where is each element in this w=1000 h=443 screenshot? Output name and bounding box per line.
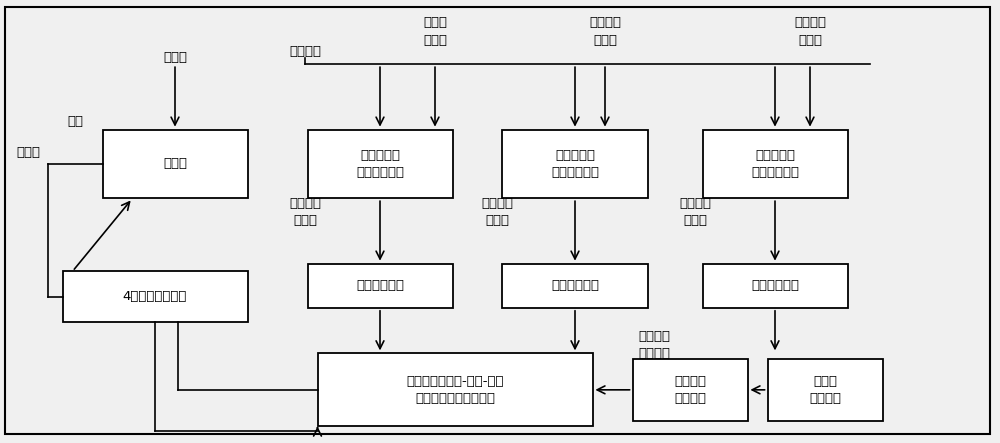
- Text: 横摇隔振: 横摇隔振: [481, 198, 513, 210]
- Text: 垂向力: 垂向力: [423, 16, 447, 29]
- Text: 纵摇隔振: 纵摇隔振: [679, 198, 711, 210]
- Text: 浮置板: 浮置板: [163, 157, 187, 171]
- Text: 激振力: 激振力: [163, 51, 187, 64]
- Bar: [502, 129, 648, 198]
- Text: 各个隔振器垂向-横摇-纵摇
阻尼初値的自适应优化: 各个隔振器垂向-横摇-纵摇 阻尼初値的自适应优化: [406, 375, 504, 405]
- Bar: [702, 264, 848, 308]
- Text: 4个磁流变隔振器: 4个磁流变隔振器: [123, 290, 187, 303]
- Text: 阻尼値: 阻尼値: [683, 214, 707, 227]
- Text: 传递率: 传递率: [16, 146, 40, 159]
- Text: 垂向变论域
模糊隔振控制: 垂向变论域 模糊隔振控制: [356, 149, 404, 179]
- Text: 阻尼値: 阻尼値: [485, 214, 509, 227]
- Bar: [62, 271, 248, 323]
- Text: 模拟退火: 模拟退火: [638, 330, 670, 343]
- Text: 频率加权平均: 频率加权平均: [551, 279, 599, 292]
- Text: 优化算法: 优化算法: [638, 347, 670, 360]
- Bar: [633, 359, 748, 421]
- Bar: [768, 359, 883, 421]
- Bar: [308, 264, 452, 308]
- Text: 激振各频: 激振各频: [289, 45, 321, 58]
- Text: 传递率: 传递率: [423, 34, 447, 47]
- Text: 浮置板
隔振目标: 浮置板 隔振目标: [809, 375, 841, 405]
- Text: 频率加权平均: 频率加权平均: [751, 279, 799, 292]
- Text: 传递率: 传递率: [593, 34, 617, 47]
- Text: 纵摇力矩: 纵摇力矩: [794, 16, 826, 29]
- Text: 模拟退火
优化算法: 模拟退火 优化算法: [674, 375, 706, 405]
- Text: 阻尼値: 阻尼値: [293, 214, 317, 227]
- Text: 垂向隔振: 垂向隔振: [289, 198, 321, 210]
- Text: 频率加权平均: 频率加权平均: [356, 279, 404, 292]
- Text: 传递率: 传递率: [798, 34, 822, 47]
- Bar: [318, 354, 592, 426]
- Text: 横摇力矩: 横摇力矩: [589, 16, 621, 29]
- Bar: [103, 129, 248, 198]
- Text: 纵摇变论域
模糊隔振控制: 纵摇变论域 模糊隔振控制: [751, 149, 799, 179]
- Text: 横摇变论域
模糊隔振控制: 横摇变论域 模糊隔振控制: [551, 149, 599, 179]
- Bar: [308, 129, 452, 198]
- Text: 轨道: 轨道: [67, 115, 83, 128]
- Bar: [502, 264, 648, 308]
- Bar: [702, 129, 848, 198]
